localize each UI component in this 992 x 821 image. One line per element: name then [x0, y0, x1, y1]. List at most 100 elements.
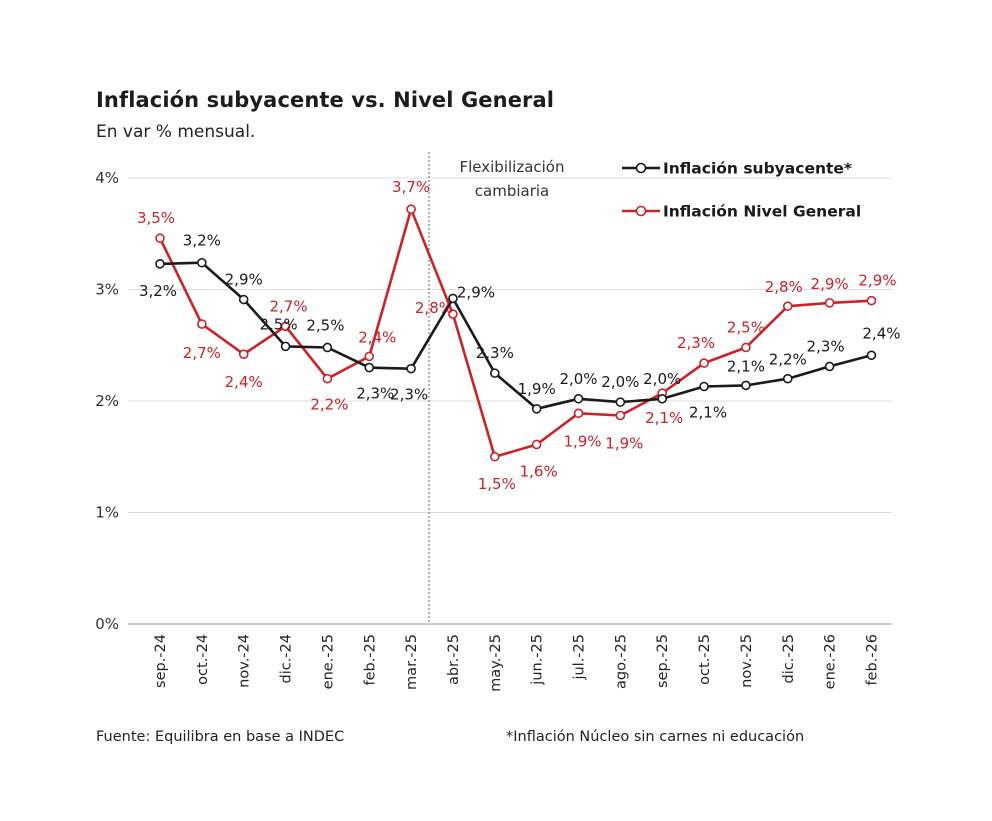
core-inflation-point: [406, 363, 416, 374]
general-inflation-point: [155, 233, 165, 244]
core-inflation-line: [159, 261, 872, 411]
legend-swatch-marker: [635, 205, 647, 217]
x-tick-label: feb.-25: [362, 634, 378, 686]
general-inflation-point: [782, 301, 793, 312]
core-data-label: 2,3%: [356, 385, 394, 403]
x-tick-label: ene.-25: [320, 634, 336, 689]
core-inflation-point: [489, 368, 500, 378]
x-tick-label: sep.-24: [153, 634, 169, 688]
x-tick-label: dic.-24: [279, 634, 295, 684]
core-data-label: 2,0%: [643, 370, 681, 388]
general-data-label: 2,8%: [765, 278, 803, 296]
legend-label: Inflación Nivel General: [663, 203, 861, 221]
core-inflation-point: [531, 404, 542, 414]
core-inflation-point: [364, 362, 375, 373]
x-tick-label: mar.-25: [404, 634, 420, 690]
x-tick-label: oct.-25: [697, 634, 713, 685]
core-inflation-point: [448, 293, 458, 304]
core-inflation-point: [782, 373, 793, 384]
core-inflation-point: [866, 350, 877, 361]
core-data-label: 2,3%: [476, 344, 514, 362]
x-tick-label: ene.-26: [823, 634, 839, 689]
chart-subtitle: En var % mensual.: [96, 122, 256, 142]
x-tick-label: dic.-25: [781, 634, 797, 684]
general-data-label: 2,8%: [415, 299, 453, 317]
general-inflation-point: [280, 321, 291, 332]
core-inflation-point: [322, 342, 333, 353]
core-data-label: 2,9%: [225, 271, 263, 289]
general-data-label: 1,6%: [520, 462, 558, 480]
general-data-label: 1,5%: [478, 475, 516, 493]
y-tick-label: 3%: [95, 281, 119, 299]
core-data-label: 2,9%: [457, 283, 495, 301]
y-tick-label: 2%: [95, 392, 119, 410]
core-data-label: 2,1%: [689, 404, 727, 422]
core-inflation-point: [657, 393, 668, 404]
general-inflation-point: [531, 439, 542, 450]
general-inflation-point: [448, 309, 458, 319]
x-tick-label: may.-25: [488, 634, 504, 692]
general-data-label: 2,9%: [858, 272, 896, 290]
general-data-label: 2,3%: [677, 334, 715, 352]
general-data-label: 2,1%: [645, 409, 683, 427]
general-data-label: 3,5%: [137, 209, 175, 227]
core-inflation-point: [699, 381, 709, 392]
core-data-label: 2,4%: [862, 324, 900, 342]
x-tick-label: jul.-25: [572, 634, 588, 681]
core-inflation-point: [741, 380, 751, 391]
general-inflation-point: [406, 204, 416, 215]
core-data-label: 2,5%: [259, 315, 297, 333]
source-note: Fuente: Equilibra en base a INDEC: [96, 729, 345, 745]
core-data-label: 3,2%: [183, 232, 221, 250]
general-data-label: 1,9%: [605, 434, 643, 452]
general-inflation-point: [489, 451, 500, 462]
general-data-label: 2,2%: [310, 396, 348, 414]
x-tick-label: nov.-24: [237, 634, 253, 688]
general-inflation-line: [158, 207, 872, 459]
annotation-label: Flexibilización: [460, 158, 565, 176]
y-tick-label: 0%: [95, 615, 119, 633]
x-tick-label: oct.-24: [195, 634, 211, 685]
core-data-label: 2,2%: [769, 351, 807, 369]
general-inflation-point: [824, 298, 835, 308]
y-tick-label: 1%: [95, 504, 119, 522]
x-tick-label: ago.-25: [613, 634, 629, 689]
x-tick-label: feb.-26: [864, 634, 880, 686]
core-data-label: 3,2%: [139, 282, 177, 300]
general-inflation-point: [197, 319, 207, 329]
legend-label: Inflación subyacente*: [663, 160, 852, 178]
general-data-label: 3,7%: [392, 178, 430, 196]
general-inflation-point: [238, 349, 249, 359]
x-tick-label: sep.-25: [655, 634, 671, 688]
general-inflation-point: [573, 408, 584, 419]
general-inflation-point: [699, 358, 709, 368]
core-data-label: 1,9%: [518, 380, 556, 398]
core-data-label: 2,1%: [727, 357, 765, 375]
core-inflation-point: [573, 393, 584, 404]
core-inflation-point: [280, 341, 291, 352]
y-tick-label: 4%: [95, 169, 119, 187]
core-data-label: 2,3%: [807, 337, 845, 355]
general-inflation-point: [741, 342, 751, 353]
footnote: *Inflación Núcleo sin carnes ni educació…: [506, 729, 805, 745]
general-inflation-point: [866, 295, 877, 306]
legend-swatch-marker: [635, 162, 647, 174]
core-data-label: 2,0%: [601, 373, 639, 391]
core-inflation-point: [197, 257, 207, 268]
general-data-label: 2,7%: [269, 297, 307, 315]
general-inflation-point: [322, 373, 333, 384]
general-data-label: 2,5%: [727, 318, 765, 336]
x-tick-label: jun.-25: [530, 634, 546, 686]
annotation-label: cambiaria: [475, 182, 549, 200]
general-data-label: 2,9%: [811, 275, 849, 293]
core-data-label: 2,3%: [390, 386, 428, 404]
x-tick-label: abr.-25: [446, 634, 462, 685]
core-data-label: 2,5%: [306, 316, 344, 334]
general-inflation-point: [615, 410, 626, 421]
general-data-label: 1,9%: [563, 432, 601, 450]
core-inflation-point: [615, 397, 626, 407]
x-tick-label: nov.-25: [739, 634, 755, 688]
core-inflation-point: [155, 259, 165, 269]
core-inflation-point: [238, 294, 249, 305]
general-inflation-point: [364, 351, 375, 362]
